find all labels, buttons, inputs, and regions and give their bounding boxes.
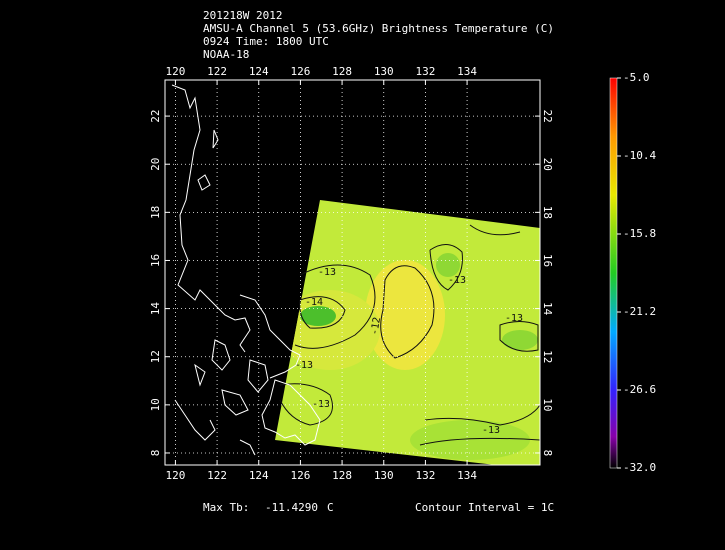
y-tick-label: 22 <box>541 109 554 122</box>
axes: 1201201221221241241261261281281301301321… <box>149 65 554 482</box>
x-tick-label: 128 <box>332 65 352 78</box>
contour-label: -13 <box>482 425 500 436</box>
contour-interval: Contour Interval = 1C <box>415 501 554 514</box>
colorbar-tick-label: -21.2 <box>623 305 656 318</box>
max-label: Max Tb: <box>203 501 249 514</box>
contour-label: -13 <box>295 360 313 371</box>
footer: Max Tb: -11.4290 C Contour Interval = 1C <box>203 501 554 514</box>
header-line: 0924 Time: 1800 UTC <box>203 35 329 48</box>
y-tick-label: 16 <box>149 254 162 267</box>
x-tick-label: 122 <box>207 469 227 482</box>
colorbar-tick-label: -15.8 <box>623 227 656 240</box>
coastline <box>171 84 321 456</box>
contour-label: -13 <box>505 313 523 324</box>
y-tick-label: 14 <box>149 302 162 316</box>
contour-label: -13 <box>318 267 336 278</box>
y-tick-label: 10 <box>149 398 162 411</box>
header-line: NOAA-18 <box>203 48 249 61</box>
header-line: AMSU-A Channel 5 (53.6GHz) Brightness Te… <box>203 22 554 35</box>
colorbar-tick-label: -10.4 <box>623 149 656 162</box>
x-tick-label: 134 <box>457 65 477 78</box>
x-tick-label: 128 <box>332 469 352 482</box>
y-tick-label: 10 <box>541 398 554 411</box>
contour-label: -14 <box>305 297 323 308</box>
x-tick-label: 122 <box>207 65 227 78</box>
y-tick-label: 12 <box>541 350 554 363</box>
colorbar-tick-label: -32.0 <box>623 461 656 474</box>
header-line: 201218W 2012 <box>203 9 282 22</box>
max-value: -11.4290 <box>265 501 318 514</box>
y-tick-label: 20 <box>149 158 162 171</box>
x-tick-label: 132 <box>415 65 435 78</box>
y-tick-label: 12 <box>149 350 162 363</box>
x-tick-label: 120 <box>165 469 185 482</box>
x-tick-label: 126 <box>290 65 310 78</box>
x-tick-label: 130 <box>374 65 394 78</box>
x-tick-label: 120 <box>165 65 185 78</box>
x-tick-label: 134 <box>457 469 477 482</box>
y-tick-label: 8 <box>149 450 162 457</box>
x-tick-label: 126 <box>290 469 310 482</box>
colorbar-ticks: -5.0 -10.4 -15.8 -21.2 -26.6 -32.0 <box>617 71 656 474</box>
contour-label: -13 <box>448 275 466 286</box>
swath: -13 -14 -12 -13 -13 -13 -13 -13 <box>275 200 540 465</box>
y-tick-label: 18 <box>541 206 554 219</box>
frame <box>164 79 541 466</box>
y-tick-label: 14 <box>541 302 554 316</box>
y-tick-label: 8 <box>541 450 554 457</box>
colorbar-tick-label: -5.0 <box>623 71 650 84</box>
y-tick-label: 18 <box>149 206 162 219</box>
y-tick-label: 22 <box>149 109 162 122</box>
max-unit: C <box>327 501 334 514</box>
colorbar <box>609 77 618 469</box>
x-tick-label: 124 <box>249 65 269 78</box>
y-tick-label: 20 <box>541 158 554 171</box>
contour-label: -12 <box>369 316 383 336</box>
x-tick-label: 130 <box>374 469 394 482</box>
y-tick-label: 16 <box>541 254 554 267</box>
header: 201218W 2012 AMSU-A Channel 5 (53.6GHz) … <box>203 9 554 61</box>
x-tick-label: 132 <box>415 469 435 482</box>
colorbar-tick-label: -26.6 <box>623 383 656 396</box>
x-tick-label: 124 <box>249 469 269 482</box>
